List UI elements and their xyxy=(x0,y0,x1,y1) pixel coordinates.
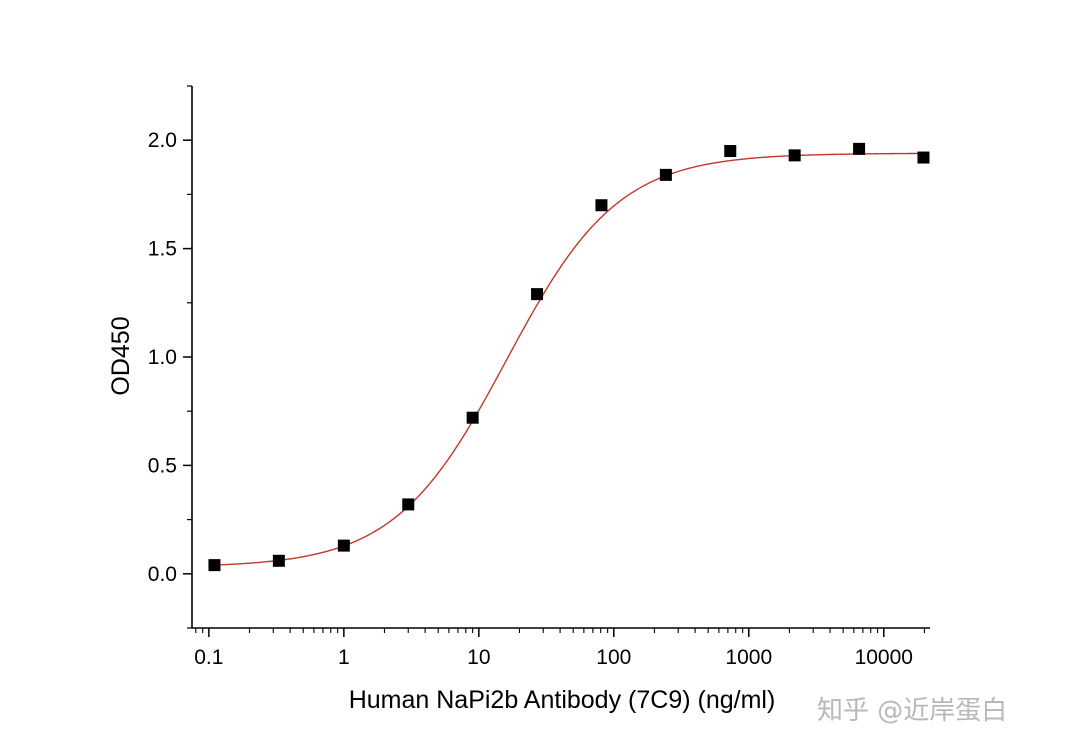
watermark: 知乎 @近岸蛋白 xyxy=(817,696,1008,726)
y-tick-label: 0.0 xyxy=(148,563,177,586)
data-point xyxy=(466,411,479,424)
data-point xyxy=(853,142,866,155)
data-point xyxy=(724,145,737,158)
fit-curve xyxy=(214,152,924,566)
x-tick-label: 0.1 xyxy=(194,646,223,669)
y-tick-label: 1.0 xyxy=(148,346,177,369)
x-tick-label: 10 xyxy=(467,646,490,669)
x-tick-label: 100 xyxy=(596,646,631,669)
data-point xyxy=(595,199,608,212)
x-tick-labels: 0.1 1 10 100 1000 10000 xyxy=(194,646,913,669)
data-point xyxy=(402,498,415,511)
axes xyxy=(183,85,930,637)
data-points xyxy=(208,142,930,572)
x-tick-label: 10000 xyxy=(855,646,913,669)
data-point xyxy=(337,539,350,552)
y-axis-title: OD450 xyxy=(107,316,135,395)
y-tick-labels: 0.0 0.5 1.0 1.5 2.0 xyxy=(148,129,177,586)
fit-curve-group xyxy=(214,152,924,566)
data-point xyxy=(659,168,672,181)
x-axis-title: Human NaPi2b Antibody (7C9) (ng/ml) xyxy=(349,686,776,714)
data-point xyxy=(788,149,801,162)
y-tick-label: 0.5 xyxy=(148,454,177,477)
data-point xyxy=(208,559,221,572)
y-tick-label: 1.5 xyxy=(148,238,177,261)
y-tick-label: 2.0 xyxy=(148,129,177,152)
data-point xyxy=(917,151,930,164)
x-tick-label: 1000 xyxy=(725,646,772,669)
x-tick-label: 1 xyxy=(338,646,350,669)
data-point xyxy=(531,288,544,301)
data-point xyxy=(272,554,285,567)
